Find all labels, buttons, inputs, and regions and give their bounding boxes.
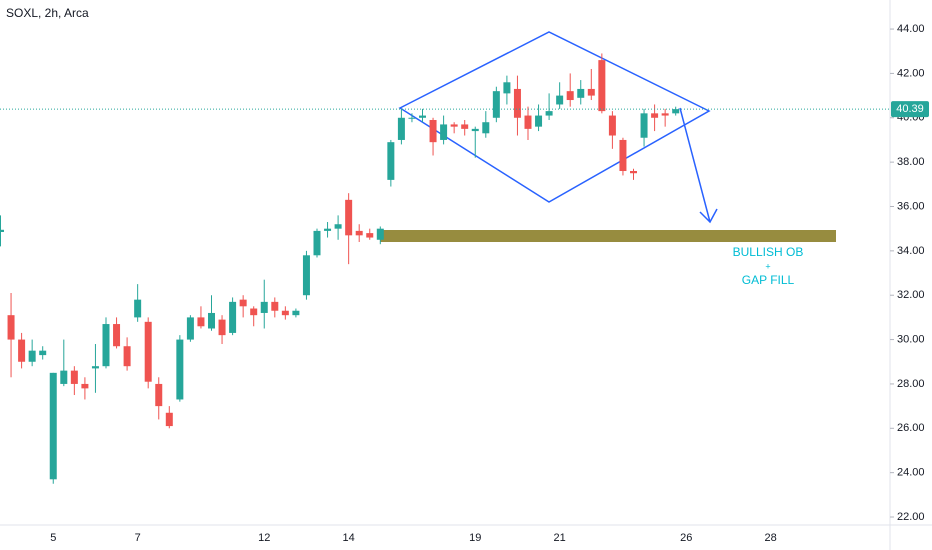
y-tick-label: 22.00: [897, 511, 925, 523]
candle-body: [503, 82, 511, 94]
candle-body: [608, 115, 616, 136]
candle-body: [292, 310, 300, 316]
candle-body: [345, 199, 353, 236]
candle-body: [619, 139, 627, 172]
candle-body: [461, 124, 469, 129]
candle-body: [545, 111, 553, 116]
candle-body: [355, 230, 363, 236]
order-block-zone: [380, 230, 836, 242]
candle-body: [239, 299, 247, 307]
candle-body: [324, 228, 332, 231]
candle-body: [513, 88, 521, 118]
x-tick-label: 5: [50, 532, 56, 544]
candle-body: [429, 119, 437, 143]
candle-body: [39, 350, 47, 356]
x-tick-label: 7: [135, 532, 141, 544]
candle-body: [630, 171, 637, 174]
candle-body: [155, 383, 163, 407]
candle-body: [450, 124, 458, 127]
x-tick-label: 14: [343, 532, 355, 544]
candle-body: [229, 301, 237, 333]
candle-body: [492, 91, 500, 118]
candle-body: [70, 370, 78, 384]
candle-body: [144, 321, 152, 382]
candle-body: [0, 229, 4, 233]
candle-body: [598, 60, 606, 112]
y-tick-label: 34.00: [897, 245, 925, 257]
chart-title: SOXL, 2h, Arca: [6, 6, 89, 20]
candle-body: [281, 310, 289, 316]
arrow-line: [679, 107, 711, 223]
candle-body: [524, 115, 532, 129]
candle-body: [672, 109, 680, 114]
y-tick-label: 26.00: [897, 422, 925, 434]
y-tick-label: 42.00: [897, 67, 925, 79]
candle-body: [577, 88, 585, 98]
candle-body: [397, 117, 405, 140]
candle-body: [102, 324, 110, 367]
y-tick-label: 32.00: [897, 289, 925, 301]
candle-body: [218, 319, 226, 336]
candle-body: [250, 308, 258, 316]
x-tick-label: 21: [554, 532, 566, 544]
candle-body: [556, 95, 564, 105]
candle-body: [134, 299, 142, 318]
candle-body: [165, 412, 173, 427]
candle-body: [313, 230, 321, 256]
candle-body: [440, 124, 448, 140]
candle-body: [60, 370, 68, 384]
candle-body: [186, 317, 194, 340]
candle-body: [661, 113, 669, 116]
candle-body: [28, 350, 36, 362]
x-tick-label: 28: [765, 532, 777, 544]
candle-body: [471, 128, 479, 132]
candle-body: [640, 113, 648, 138]
candle-body: [113, 324, 121, 347]
candle-body: [651, 113, 659, 118]
candle-body: [176, 339, 184, 400]
candle-body: [535, 115, 543, 127]
candle-body: [334, 224, 342, 229]
arrow-head: [699, 208, 718, 224]
y-tick-label: 44.00: [897, 23, 925, 35]
y-tick-label: 36.00: [897, 200, 925, 212]
annotation: +: [765, 261, 770, 271]
candle-body: [366, 233, 374, 238]
candle-body: [302, 255, 310, 296]
x-tick-label: 12: [258, 532, 270, 544]
x-tick-label: 19: [469, 532, 481, 544]
last-price-box: [891, 101, 929, 118]
candle-body: [260, 301, 268, 313]
candle-body: [7, 315, 15, 340]
candle-body: [408, 117, 416, 119]
candle-body: [376, 228, 384, 240]
candle-body: [91, 366, 99, 369]
candle-body: [81, 383, 89, 389]
candle-body: [197, 317, 205, 327]
candle-body: [387, 142, 395, 180]
annotation: BULLISH OB: [733, 245, 804, 259]
y-tick-label: 38.00: [897, 156, 925, 168]
candle-body: [208, 312, 215, 329]
candle-body: [482, 122, 490, 134]
candle-body: [271, 301, 279, 311]
x-tick-label: 26: [680, 532, 692, 544]
y-tick-label: 30.00: [897, 333, 925, 345]
candle-body: [587, 88, 595, 96]
candles: [0, 53, 680, 484]
candle-body: [419, 115, 426, 118]
last-price-label: 40.39: [896, 103, 924, 115]
diamond-pattern: [398, 31, 711, 203]
candle-body: [18, 339, 26, 362]
candle-body: [49, 372, 57, 480]
candle-body: [566, 91, 574, 101]
candle-body: [123, 346, 131, 367]
y-tick-label: 28.00: [897, 378, 925, 390]
annotation: GAP FILL: [742, 273, 795, 287]
y-tick-label: 24.00: [897, 467, 925, 479]
